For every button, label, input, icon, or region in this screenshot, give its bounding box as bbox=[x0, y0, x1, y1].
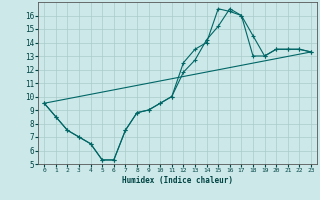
X-axis label: Humidex (Indice chaleur): Humidex (Indice chaleur) bbox=[122, 176, 233, 185]
